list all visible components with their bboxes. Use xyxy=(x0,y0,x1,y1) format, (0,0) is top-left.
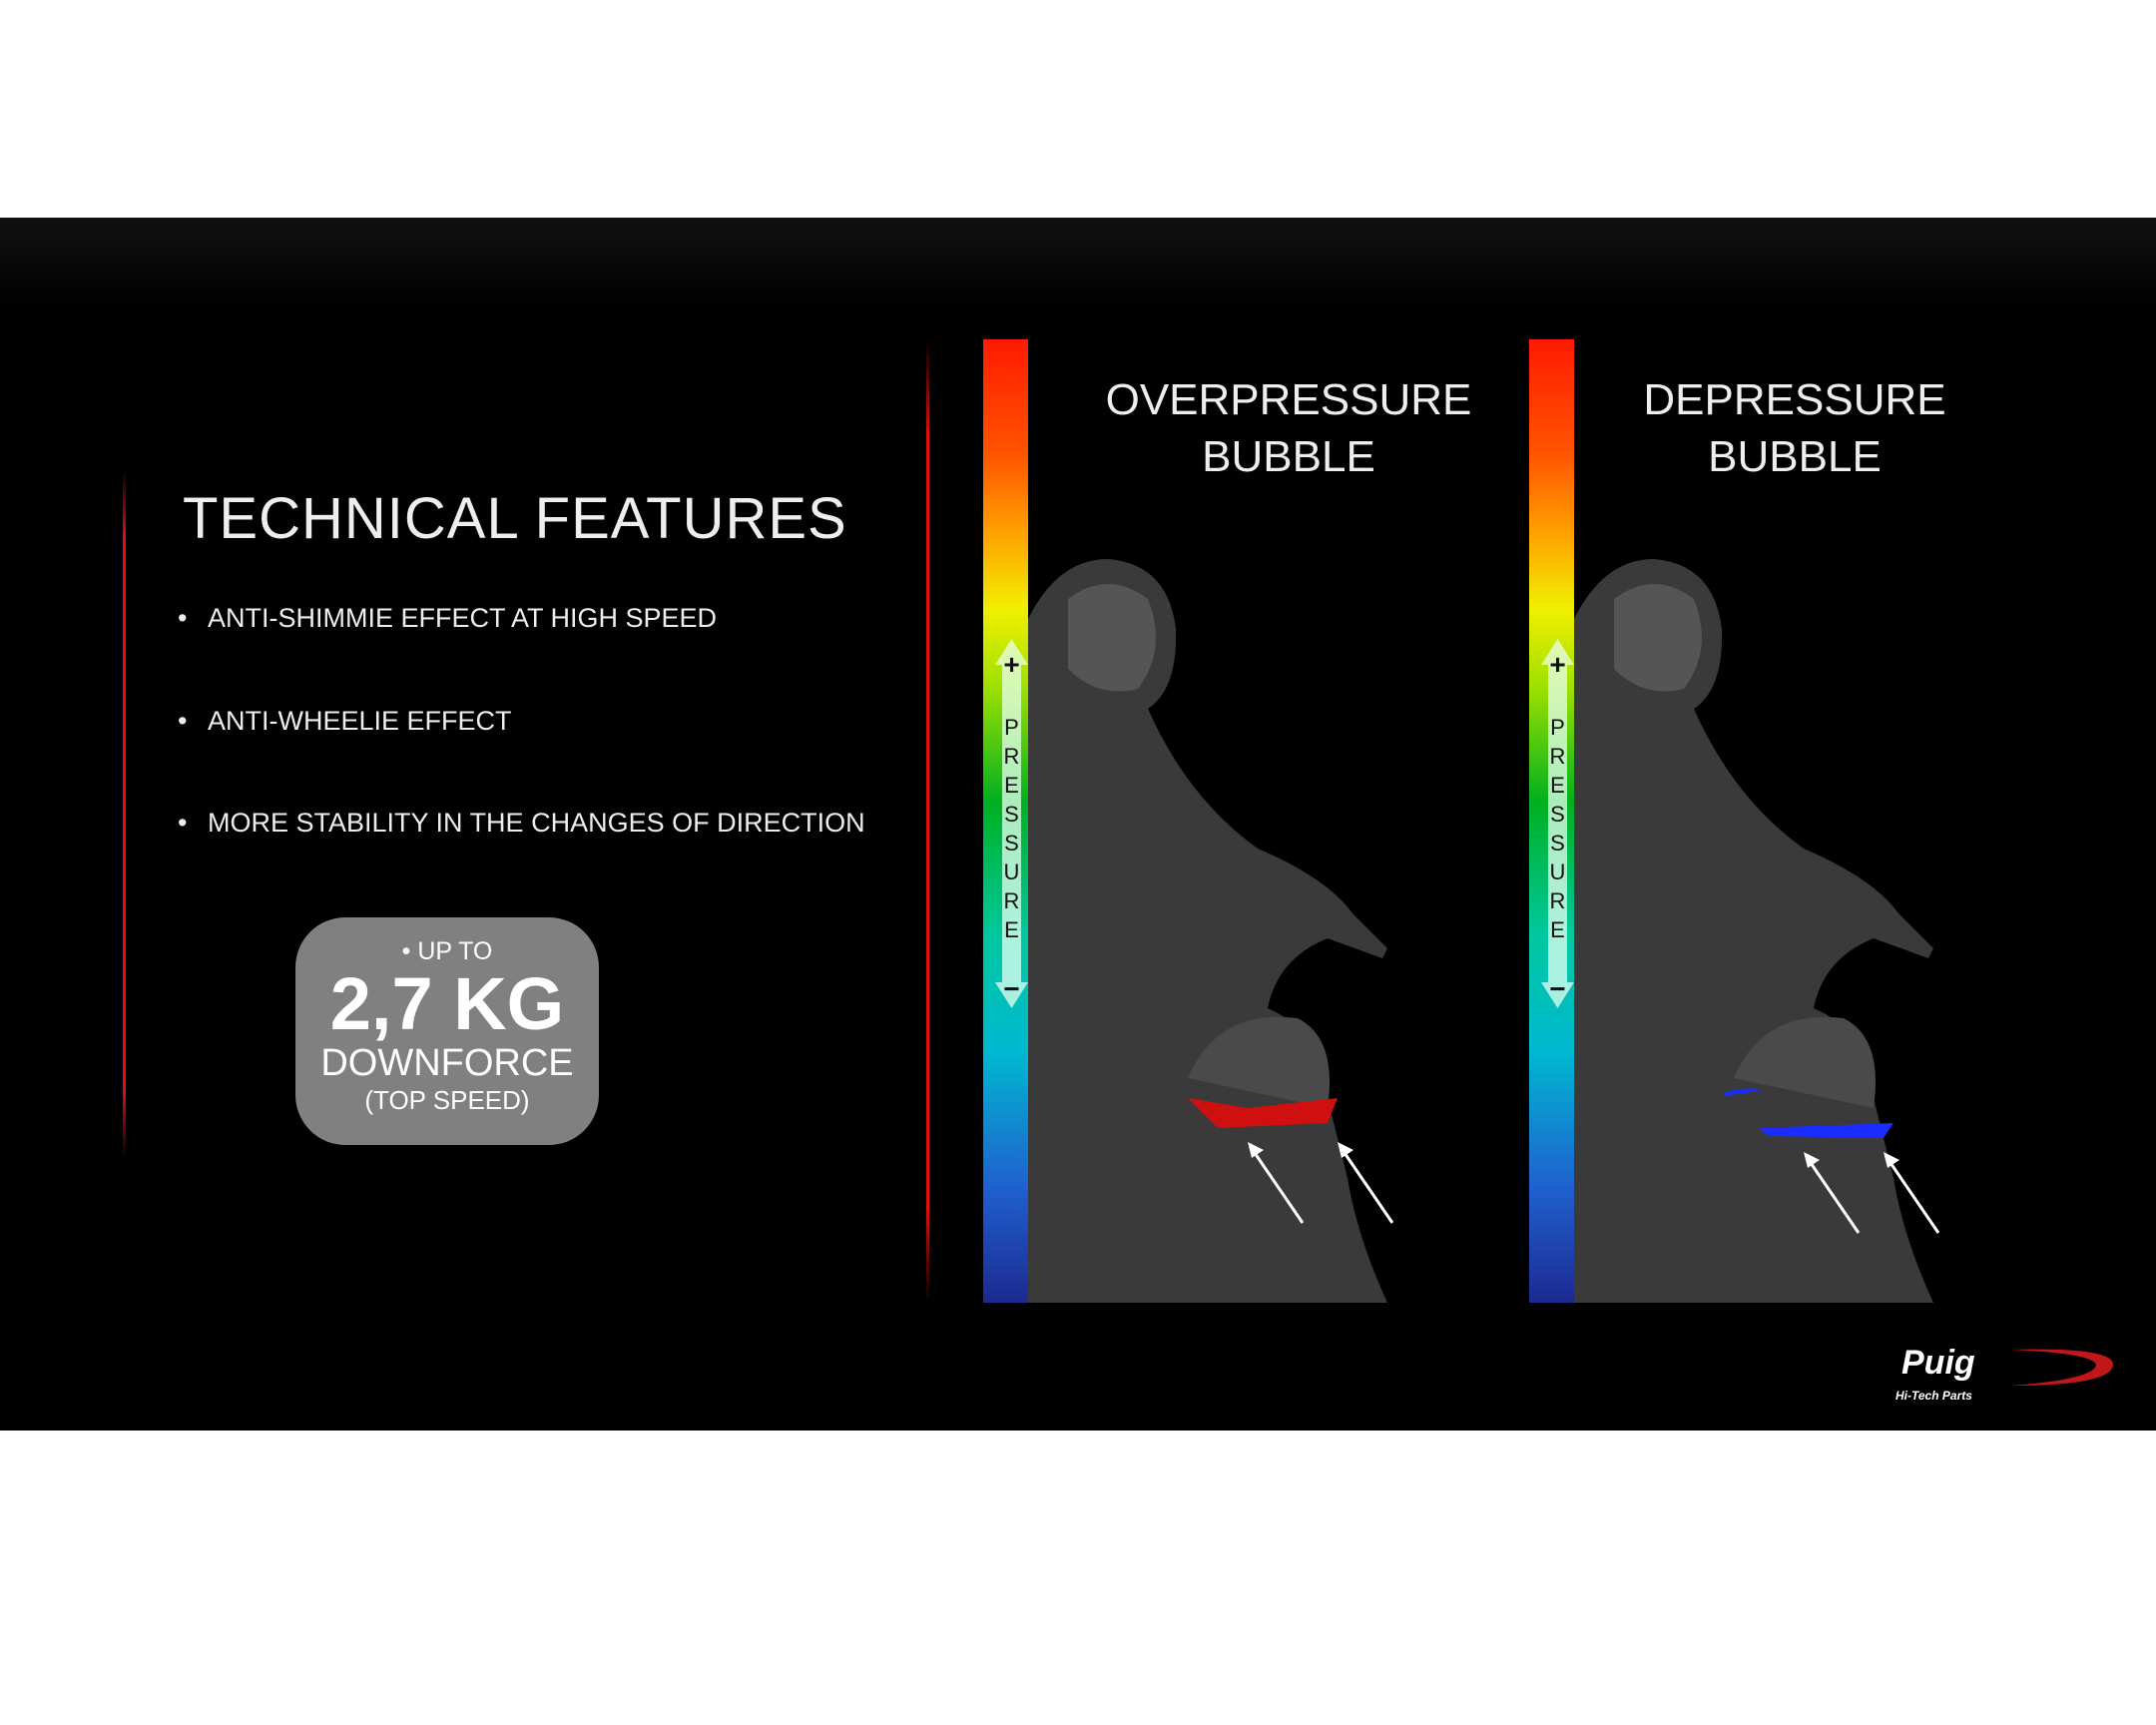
logo-brand: Puig xyxy=(1901,1344,1975,1382)
pressure-letter: S xyxy=(1550,802,1565,827)
motorcycle-overpressure-image xyxy=(1028,559,1394,1303)
double-arrow-icon xyxy=(995,639,1028,1008)
pressure-letter: E xyxy=(1550,917,1565,942)
bubble-highlight xyxy=(1724,1088,1893,1138)
pressure-letter: S xyxy=(1004,802,1019,827)
depressure-title: DEPRESSURE BUBBLE xyxy=(1585,371,2004,485)
feature-item: • ANTI-SHIMMIE EFFECT AT HIGH SPEED xyxy=(178,603,718,633)
downforce-badge: • UP TO 2,7 KG DOWNFORCE (TOP SPEED) xyxy=(295,917,599,1145)
page-title: TECHNICAL FEATURES xyxy=(183,486,847,551)
pressure-letter: R xyxy=(1549,888,1566,913)
pressure-arrow xyxy=(989,339,1034,1303)
badge-prefix: • UP TO xyxy=(401,937,493,965)
badge-label: DOWNFORCE xyxy=(320,1042,574,1084)
pressure-letter: P xyxy=(1550,715,1565,740)
pressure-letter: S xyxy=(1550,831,1565,856)
feature-text: ANTI-SHIMMIE EFFECT AT HIGH SPEED xyxy=(208,603,718,633)
pressure-letter: R xyxy=(1003,744,1020,769)
bubble-highlight xyxy=(1188,1098,1338,1128)
plus-sign: + xyxy=(1549,649,1566,680)
pressure-label: + P R E S S U R E − xyxy=(995,639,1028,1008)
badge-value: 2,7 KG xyxy=(329,962,565,1045)
pressure-letter: U xyxy=(1003,860,1020,884)
pressure-letter: P xyxy=(1004,715,1019,740)
title-line: DEPRESSURE xyxy=(1643,375,1946,424)
plus-sign: + xyxy=(1003,649,1020,680)
pressure-letter: R xyxy=(1003,888,1020,913)
puig-logo: Puig Hi-Tech Parts xyxy=(1895,1344,2114,1403)
pressure-letter: S xyxy=(1004,831,1019,856)
divider-left xyxy=(123,469,126,1158)
divider-middle xyxy=(926,339,929,1303)
logo-tagline: Hi-Tech Parts xyxy=(1895,1389,1972,1403)
feature-text: MORE STABILITY IN THE CHANGES OF DIRECTI… xyxy=(208,808,865,838)
badge-note: (TOP SPEED) xyxy=(364,1085,530,1115)
minus-sign: − xyxy=(1003,973,1020,1004)
title-line: BUBBLE xyxy=(1708,432,1882,481)
pressure-letter: E xyxy=(1550,773,1565,798)
pressure-arrow xyxy=(1535,339,1580,1303)
motorcycle-depressure-image xyxy=(1574,559,1940,1303)
minus-sign: − xyxy=(1549,973,1566,1004)
overpressure-title: OVERPRESSURE BUBBLE xyxy=(1079,371,1498,485)
double-arrow-icon xyxy=(1541,639,1574,1008)
feature-item: • MORE STABILITY IN THE CHANGES OF DIRECT… xyxy=(178,808,865,838)
pressure-label: + P R E S S U R E − xyxy=(1541,639,1574,1008)
pressure-letter: R xyxy=(1549,744,1566,769)
title-line: BUBBLE xyxy=(1202,432,1375,481)
pressure-letter: E xyxy=(1004,773,1019,798)
feature-item: • ANTI-WHEELIE EFFECT xyxy=(178,706,512,736)
pressure-letter: U xyxy=(1549,860,1566,884)
title-line: OVERPRESSURE xyxy=(1105,375,1472,424)
pressure-letter: E xyxy=(1004,917,1019,942)
feature-text: ANTI-WHEELIE EFFECT xyxy=(208,706,512,736)
